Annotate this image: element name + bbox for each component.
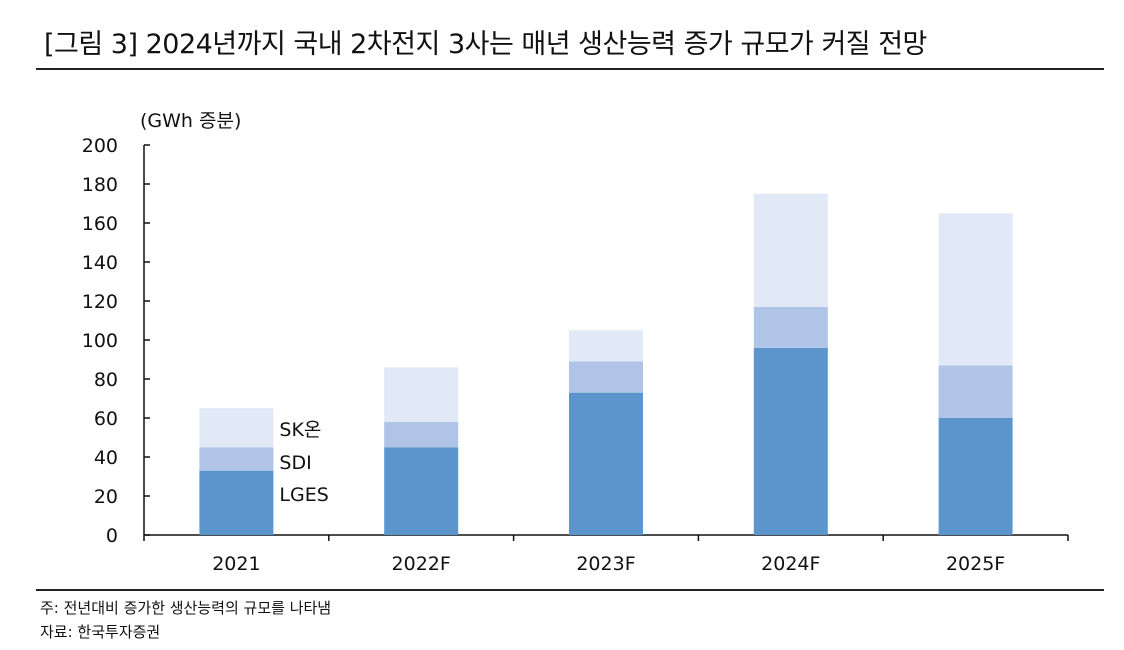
title-divider <box>36 68 1104 70</box>
y-tick-label: 40 <box>94 447 118 469</box>
y-tick-label: 80 <box>94 369 118 391</box>
x-tick-label: 2023F <box>576 553 635 575</box>
bar-segment-sk온 <box>753 193 828 307</box>
bar-segment-sk온 <box>384 367 459 422</box>
y-tick-label: 200 <box>82 135 118 157</box>
bar-segment-sdi <box>753 306 828 348</box>
bar-segment-sdi <box>384 421 459 448</box>
legend-label-sdi: SDI <box>279 452 311 474</box>
chart-bars <box>199 193 1013 535</box>
bar-segment-sdi <box>569 361 643 393</box>
y-tick-label: 120 <box>82 291 118 313</box>
legend-label-sk온: SK온 <box>279 419 321 441</box>
x-tick-label: 2022F <box>392 553 451 575</box>
legend-label-lges: LGES <box>279 484 328 506</box>
bar-segment-sdi <box>199 447 274 471</box>
y-tick-label: 140 <box>82 252 118 274</box>
y-tick-label: 60 <box>94 408 118 430</box>
bar-segment-lges <box>938 418 1013 535</box>
chart-title: [그림 3] 2024년까지 국내 2차전지 3사는 매년 생산능력 증가 규모… <box>44 29 927 60</box>
bar-segment-sk온 <box>938 213 1013 366</box>
x-tick-label: 2021 <box>212 553 260 575</box>
y-tick-label: 180 <box>82 174 118 196</box>
bar-segment-lges <box>199 470 274 535</box>
y-tick-label: 160 <box>82 213 118 235</box>
y-tick-label: 100 <box>82 330 118 352</box>
bar-segment-lges <box>753 347 828 535</box>
y-tick-label: 0 <box>106 525 118 547</box>
bar-segment-sk온 <box>199 408 274 448</box>
x-tick-label: 2025F <box>946 553 1005 575</box>
footer-divider <box>36 589 1104 591</box>
bar-segment-sdi <box>938 365 1013 418</box>
y-axis-unit-label: (GWh 증분) <box>140 110 241 132</box>
y-tick-label: 20 <box>94 486 118 508</box>
bar-segment-sk온 <box>569 330 643 362</box>
footnote: 주: 전년대비 증가한 생산능력의 규모를 나타냄 <box>40 599 332 617</box>
x-tick-label: 2024F <box>761 553 820 575</box>
source-note: 자료: 한국투자증권 <box>40 623 161 641</box>
bar-segment-lges <box>569 392 643 535</box>
bar-segment-lges <box>384 447 459 535</box>
chart-axes: 0 20 40 60 80 100 120 140 160 180 200 <box>82 135 1069 547</box>
chart-labels: 2021 2022F 2023F 2024F 2025F LGES SDI SK온 <box>212 419 1005 575</box>
